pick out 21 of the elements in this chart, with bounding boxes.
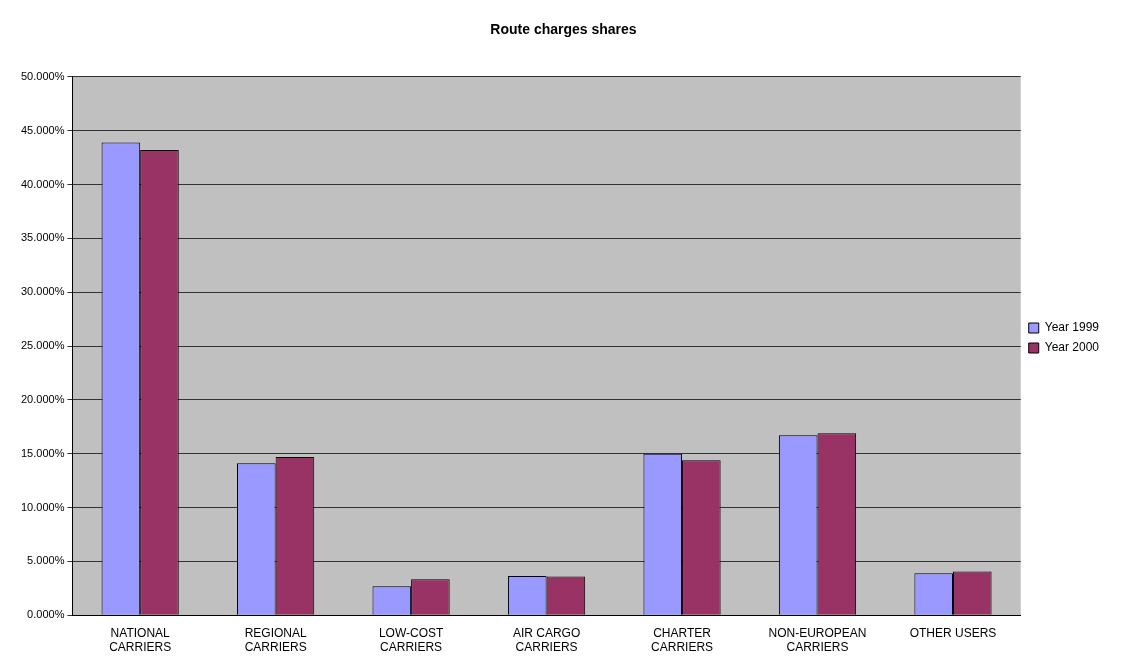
x-tick-label: OTHER USERS	[909, 625, 997, 640]
y-tick-label: 40.000%	[20, 177, 65, 190]
legend-label: Year 2000	[1044, 340, 1100, 355]
x-tick-label: LOW-COST CARRIERS	[378, 625, 444, 655]
chart-title: Route charges shares	[490, 21, 637, 38]
x-tick-label: AIR CARGO CARRIERS	[512, 625, 581, 655]
y-tick-label: 5.000%	[27, 554, 65, 567]
y-tick-label: 15.000%	[20, 446, 65, 459]
x-tick-label: NON-EUROPEAN CARRIERS	[768, 625, 867, 655]
legend-label: Year 1999	[1044, 320, 1100, 335]
x-tick-label: CHARTER CARRIERS	[651, 625, 714, 655]
y-tick-label: 20.000%	[20, 392, 65, 405]
x-tick-label: REGIONAL CARRIERS	[244, 625, 307, 655]
y-tick-label: 50.000%	[20, 69, 65, 82]
y-tick-label: 35.000%	[20, 231, 65, 244]
y-tick-label: 30.000%	[20, 285, 65, 298]
y-tick-label: 45.000%	[20, 123, 65, 136]
y-tick-label: 10.000%	[20, 500, 65, 513]
x-tick-label: NATIONAL CARRIERS	[109, 625, 172, 655]
y-tick-label: 25.000%	[20, 339, 65, 352]
y-tick-label: 0.000%	[27, 608, 65, 621]
